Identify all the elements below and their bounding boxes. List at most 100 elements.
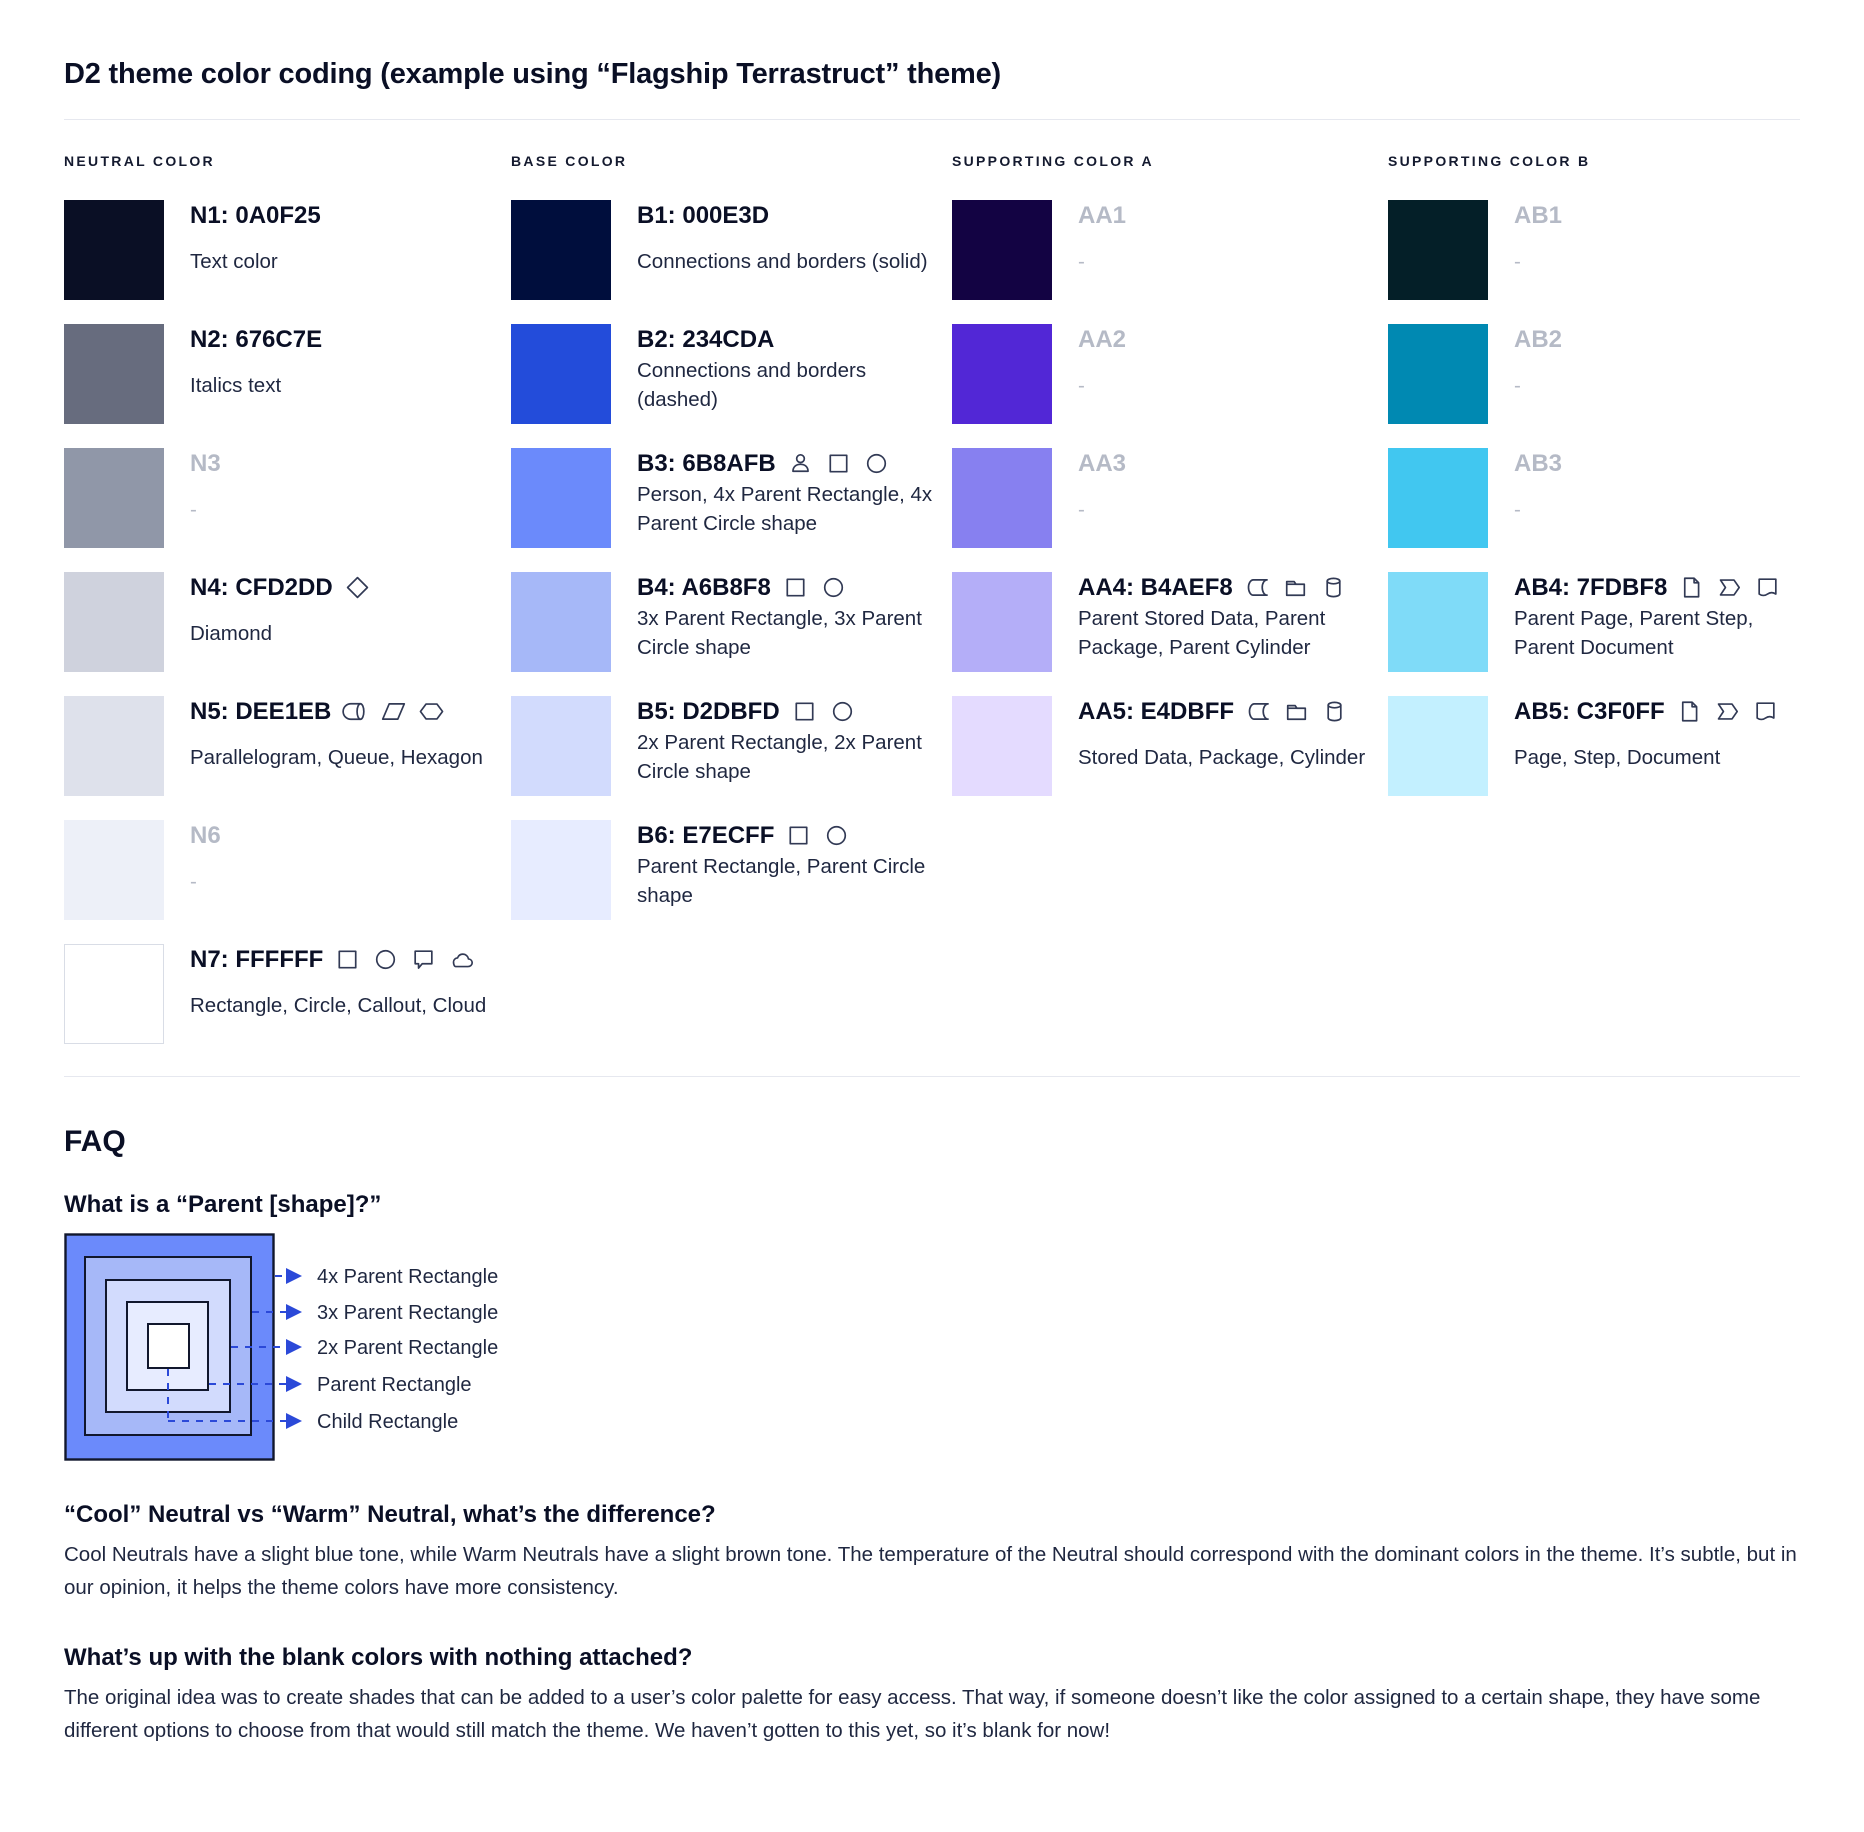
swatch-label: B5: D2DBFD [637, 697, 949, 727]
palette-item: AA2 - [952, 324, 1388, 424]
swatch-info: B3: 6B8AFB Person, 4x Parent Rectangle, 4… [637, 448, 949, 548]
faq-heading: FAQ [64, 1125, 126, 1158]
faq-answer-cool-vs-warm: Cool Neutrals have a slight blue tone, w… [64, 1543, 1797, 1599]
swatch-description: Stored Data, Package, Cylinder [1078, 745, 1366, 769]
swatch-label: B3: 6B8AFB [637, 449, 949, 479]
palette-item: N7: FFFFFF Rectangle, Circle, Callout, Cl… [64, 944, 511, 1044]
swatch-label: AB2 [1514, 326, 1563, 353]
swatch-info: B6: E7ECFF Parent Rectangle, Parent Circl… [637, 820, 949, 920]
swatch-label: AA2 [1078, 326, 1127, 353]
palette-item: AB1 - [1388, 200, 1800, 300]
rectangle-icon [785, 822, 812, 849]
diagram-rect-child [147, 1323, 190, 1369]
color-swatch [64, 448, 164, 548]
color-swatch [952, 200, 1052, 300]
divider [64, 119, 1800, 120]
page-title: D2 theme color coding (example using “Fl… [64, 58, 1002, 90]
swatch-label: B4: A6B8F8 [637, 573, 949, 603]
color-swatch [511, 696, 611, 796]
swatch-description: Parent Rectangle, Parent Circle shape [637, 855, 926, 907]
swatch-label: AA3 [1078, 450, 1127, 477]
swatch-info: AA2 - [1078, 324, 1126, 424]
cloud-icon [448, 946, 475, 973]
faq-answer-blank-colors: The original idea was to create shades t… [64, 1686, 1761, 1742]
swatch-label: AB5: C3F0FF [1514, 697, 1779, 727]
swatch-description: - [1078, 497, 1085, 521]
diagram-label: 4x Parent Rectangle [317, 1266, 498, 1288]
palette-item: AA1 - [952, 200, 1388, 300]
palette-column: NEUTRAL COLOR N1: 0A0F25 Text color N2: 676… [64, 153, 511, 1068]
palette-item: B2: 234CDA Connections and borders (dashe… [511, 324, 952, 424]
swatch-info: N1: 0A0F25 Text color [190, 200, 321, 300]
divider [64, 1076, 1800, 1077]
color-swatch [1388, 448, 1488, 548]
color-swatch [511, 820, 611, 920]
palette-item: B1: 000E3D Connections and borders (solid… [511, 200, 952, 300]
cylinder-icon [1320, 574, 1347, 601]
swatch-info: N3 - [190, 448, 221, 548]
circle-icon [863, 450, 890, 477]
swatch-description: Connections and borders (dashed) [637, 359, 867, 411]
palette-item: AA3 - [952, 448, 1388, 548]
palette-item: N4: CFD2DD Diamond [64, 572, 511, 672]
palette-item: N5: DEE1EB Parallelogram, Queue, Hexagon [64, 696, 511, 796]
swatch-info: AB5: C3F0FF Page, Step, Document [1514, 696, 1779, 796]
column-header: NEUTRAL COLOR [64, 153, 215, 169]
diagram-label: Parent Rectangle [317, 1374, 472, 1396]
callout-icon [410, 946, 437, 973]
package-icon [1282, 574, 1309, 601]
palette-item: N3 - [64, 448, 511, 548]
page: D2 theme color coding (example using “Fl… [64, 58, 1800, 1742]
color-swatch [64, 696, 164, 796]
palette-item: AA5: E4DBFF Stored Data, Package, Cylinde… [952, 696, 1388, 796]
palette-column: BASE COLOR B1: 000E3D Connections and bord… [511, 153, 952, 1068]
circle-icon [823, 822, 850, 849]
color-swatch [511, 572, 611, 672]
parallelogram-icon [380, 698, 407, 725]
parent-shape-diagram: 4x Parent Rectangle 3x Parent Rectangle … [64, 1233, 498, 1461]
palette-item: B3: 6B8AFB Person, 4x Parent Rectangle, 4… [511, 448, 952, 548]
palette-column: SUPPORTING COLOR B AB1 - AB2 - AB3 - AB4: 7FDBF… [1388, 153, 1800, 1068]
swatch-label: N4: CFD2DD [190, 573, 371, 603]
color-swatch [1388, 200, 1488, 300]
cylinder-icon [1321, 698, 1348, 725]
swatch-label: N2: 676C7E [190, 326, 323, 353]
palette-item: AB2 - [1388, 324, 1800, 424]
step-icon [1714, 698, 1741, 725]
column-header: SUPPORTING COLOR A [952, 153, 1154, 169]
swatch-info: N2: 676C7E Italics text [190, 324, 322, 424]
document-icon [1754, 574, 1781, 601]
palette-grid: NEUTRAL COLOR N1: 0A0F25 Text color N2: 676… [64, 153, 1800, 1068]
swatch-label: N7: FFFFFF [190, 945, 486, 975]
color-swatch [952, 448, 1052, 548]
swatch-description: - [1078, 249, 1085, 273]
palette-item: AB5: C3F0FF Page, Step, Document [1388, 696, 1800, 796]
color-swatch [511, 448, 611, 548]
queue-icon [342, 698, 369, 725]
color-swatch [1388, 696, 1488, 796]
color-swatch [952, 324, 1052, 424]
palette-item: B6: E7ECFF Parent Rectangle, Parent Circl… [511, 820, 952, 920]
diagram-label: Child Rectangle [317, 1411, 458, 1433]
hexagon-icon [418, 698, 445, 725]
palette-item: B4: A6B8F8 3x Parent Rectangle, 3x Parent… [511, 572, 952, 672]
color-swatch [64, 820, 164, 920]
rectangle-icon [334, 946, 361, 973]
faq-question-cool-vs-warm: “Cool” Neutral vs “Warm” Neutral, what’s… [64, 1501, 716, 1528]
swatch-label: AB3 [1514, 450, 1563, 477]
swatch-label: B2: 234CDA [637, 326, 775, 353]
diamond-icon [344, 574, 371, 601]
diagram-label: 3x Parent Rectangle [317, 1302, 498, 1324]
color-swatch [1388, 572, 1488, 672]
swatch-label: AB4: 7FDBF8 [1514, 573, 1800, 603]
swatch-info: N7: FFFFFF Rectangle, Circle, Callout, Cl… [190, 944, 486, 1044]
swatch-info: AB4: 7FDBF8 Parent Page, Parent Step, Par… [1514, 572, 1800, 672]
palette-item: AB4: 7FDBF8 Parent Page, Parent Step, Par… [1388, 572, 1800, 672]
swatch-description: - [1514, 249, 1521, 273]
person-icon [787, 450, 814, 477]
stored-data-icon [1244, 574, 1271, 601]
palette-item: B5: D2DBFD 2x Parent Rectangle, 2x Parent… [511, 696, 952, 796]
page-icon [1676, 698, 1703, 725]
package-icon [1283, 698, 1310, 725]
swatch-description: Italics text [190, 373, 282, 397]
